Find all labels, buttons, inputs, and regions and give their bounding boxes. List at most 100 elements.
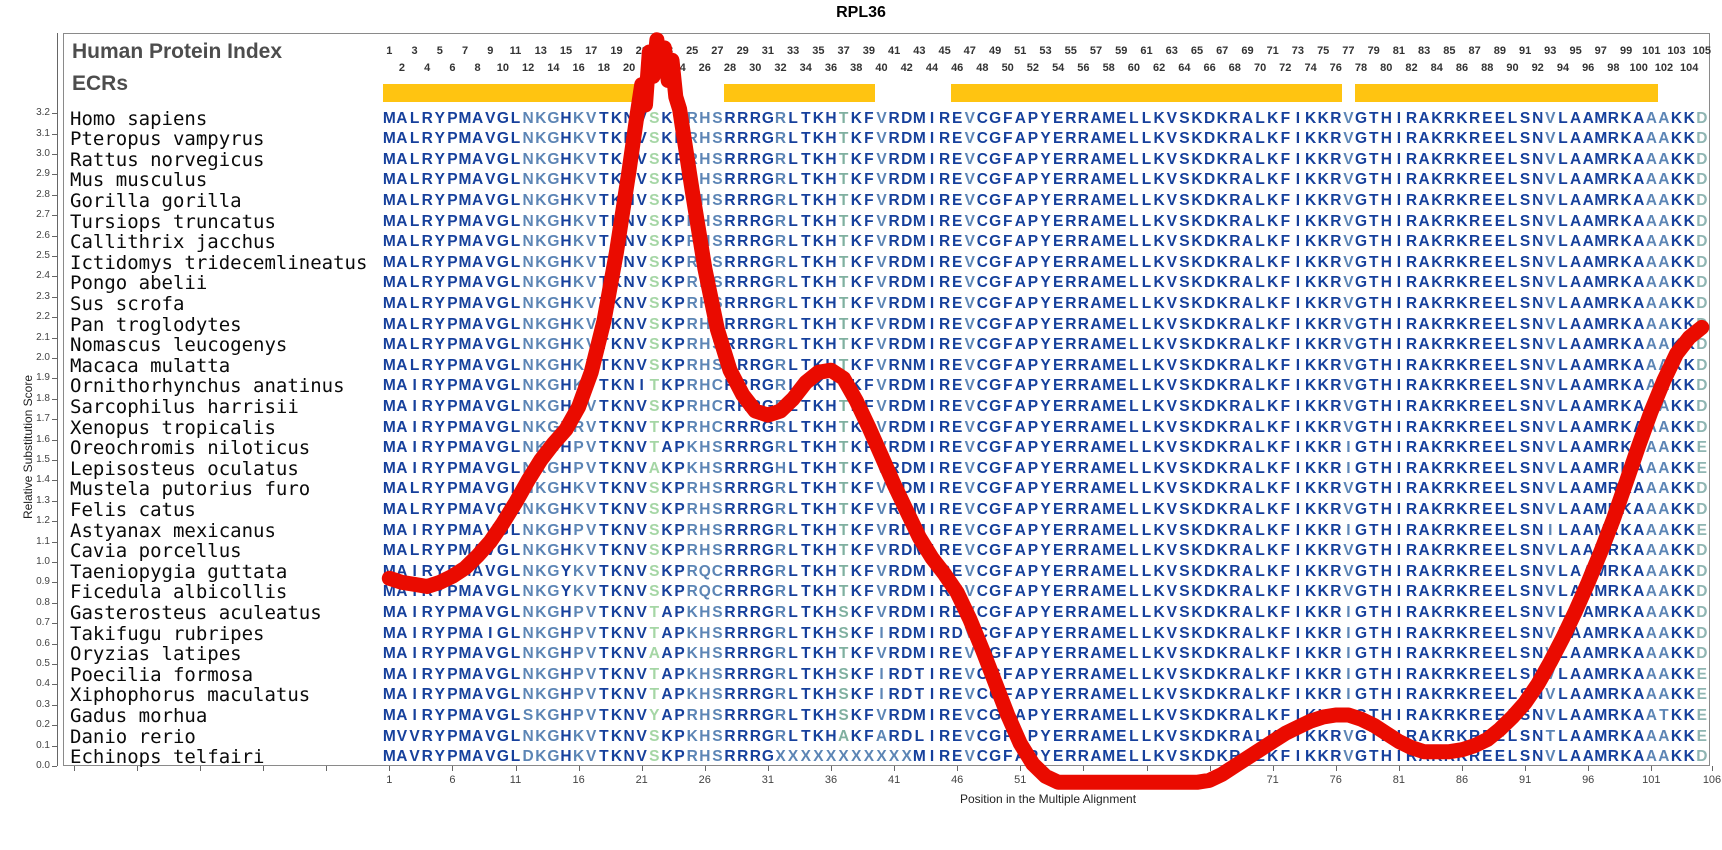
residue: N [1532, 233, 1544, 251]
residue: K [1683, 377, 1695, 395]
residue: X [787, 748, 799, 766]
residue: R [1405, 253, 1418, 271]
residue: M [458, 150, 472, 168]
residue: L [1141, 542, 1152, 560]
residue: K [1267, 645, 1279, 663]
residue: K [661, 562, 673, 580]
residue: V [964, 583, 975, 601]
residue: K [1216, 480, 1228, 498]
residue: A [396, 109, 408, 127]
residue: R [1443, 130, 1455, 148]
column-number: 98 [1607, 62, 1620, 74]
residue: T [1368, 562, 1379, 580]
residue: T [801, 459, 811, 477]
residue: R [737, 397, 749, 415]
residue: F [864, 336, 874, 354]
residue: A [1582, 562, 1594, 580]
residue: M [1102, 439, 1116, 457]
residue: R [1468, 109, 1481, 127]
y-axis-tick-label: 2.7 [36, 209, 50, 221]
residue: A [1658, 212, 1670, 230]
residue: K [535, 336, 547, 354]
residue: Y [1040, 109, 1051, 127]
residue: K [1683, 706, 1695, 724]
residue: K [1191, 191, 1203, 209]
residue: F [1002, 686, 1013, 704]
residue: A [1418, 706, 1430, 724]
residue: R [938, 233, 951, 251]
residue: V [636, 583, 647, 601]
residue: T [1368, 521, 1379, 539]
residue: D [901, 109, 913, 127]
residue: S [712, 480, 723, 498]
residue: E [1116, 603, 1127, 621]
residue: I [1396, 150, 1402, 168]
residue: A [1090, 336, 1102, 354]
residue: R [686, 150, 698, 168]
residue: L [788, 624, 798, 642]
residue: K [850, 336, 862, 354]
residue: K [850, 356, 862, 374]
residue: L [1129, 500, 1139, 518]
residue: A [1090, 706, 1102, 724]
residue: N [522, 171, 534, 189]
residue: E [1494, 603, 1506, 621]
residue: D [1696, 109, 1708, 127]
residue: R [1065, 542, 1077, 560]
residue: I [929, 542, 935, 560]
residue: H [1380, 562, 1392, 580]
residue: V [586, 645, 597, 663]
residue: A [1014, 253, 1026, 271]
residue: G [989, 397, 1002, 415]
residue: A [1633, 150, 1645, 168]
residue: M [382, 542, 396, 560]
residue: Y [1040, 562, 1051, 580]
residue: E [952, 233, 963, 251]
residue: R [774, 583, 787, 601]
residue: A [1569, 727, 1582, 745]
residue: K [850, 439, 862, 457]
residue: N [522, 624, 534, 642]
residue: L [409, 171, 420, 189]
residue: N [1532, 727, 1544, 745]
residue: D [1203, 439, 1216, 457]
residue: P [1027, 624, 1039, 642]
residue: H [1380, 315, 1392, 333]
residue: V [1343, 418, 1354, 436]
residue: V [1166, 562, 1177, 580]
residue: A [1418, 603, 1430, 621]
residue: S [649, 727, 660, 745]
residue: K [535, 439, 547, 457]
residue: M [912, 439, 926, 457]
residue: L [1558, 439, 1568, 457]
residue: R [1443, 562, 1455, 580]
y-axis-tick [52, 154, 57, 155]
residue: A [471, 706, 484, 724]
residue: K [661, 294, 673, 312]
residue: T [1368, 253, 1379, 271]
residue: N [522, 542, 534, 560]
residue: G [1354, 480, 1368, 498]
residue: L [1507, 686, 1518, 704]
residue: K [610, 212, 623, 230]
residue: D [1203, 500, 1216, 518]
residue: R [1330, 748, 1342, 766]
residue: H [825, 274, 837, 292]
residue: I [1346, 686, 1351, 704]
residue: I [639, 377, 644, 395]
residue: D [1203, 377, 1216, 395]
residue: R [1330, 191, 1342, 209]
residue: E [952, 562, 963, 580]
residue: A [1645, 356, 1657, 374]
residue: I [929, 583, 935, 601]
residue: N [522, 727, 534, 745]
residue: M [382, 459, 396, 477]
residue: I [1396, 377, 1402, 395]
residue: G [1354, 315, 1368, 333]
residue: I [1396, 459, 1402, 477]
residue: K [1456, 418, 1468, 436]
residue: D [1203, 480, 1216, 498]
x-axis-tick [389, 766, 391, 771]
residue: N [1532, 212, 1544, 230]
residue: K [850, 377, 862, 395]
